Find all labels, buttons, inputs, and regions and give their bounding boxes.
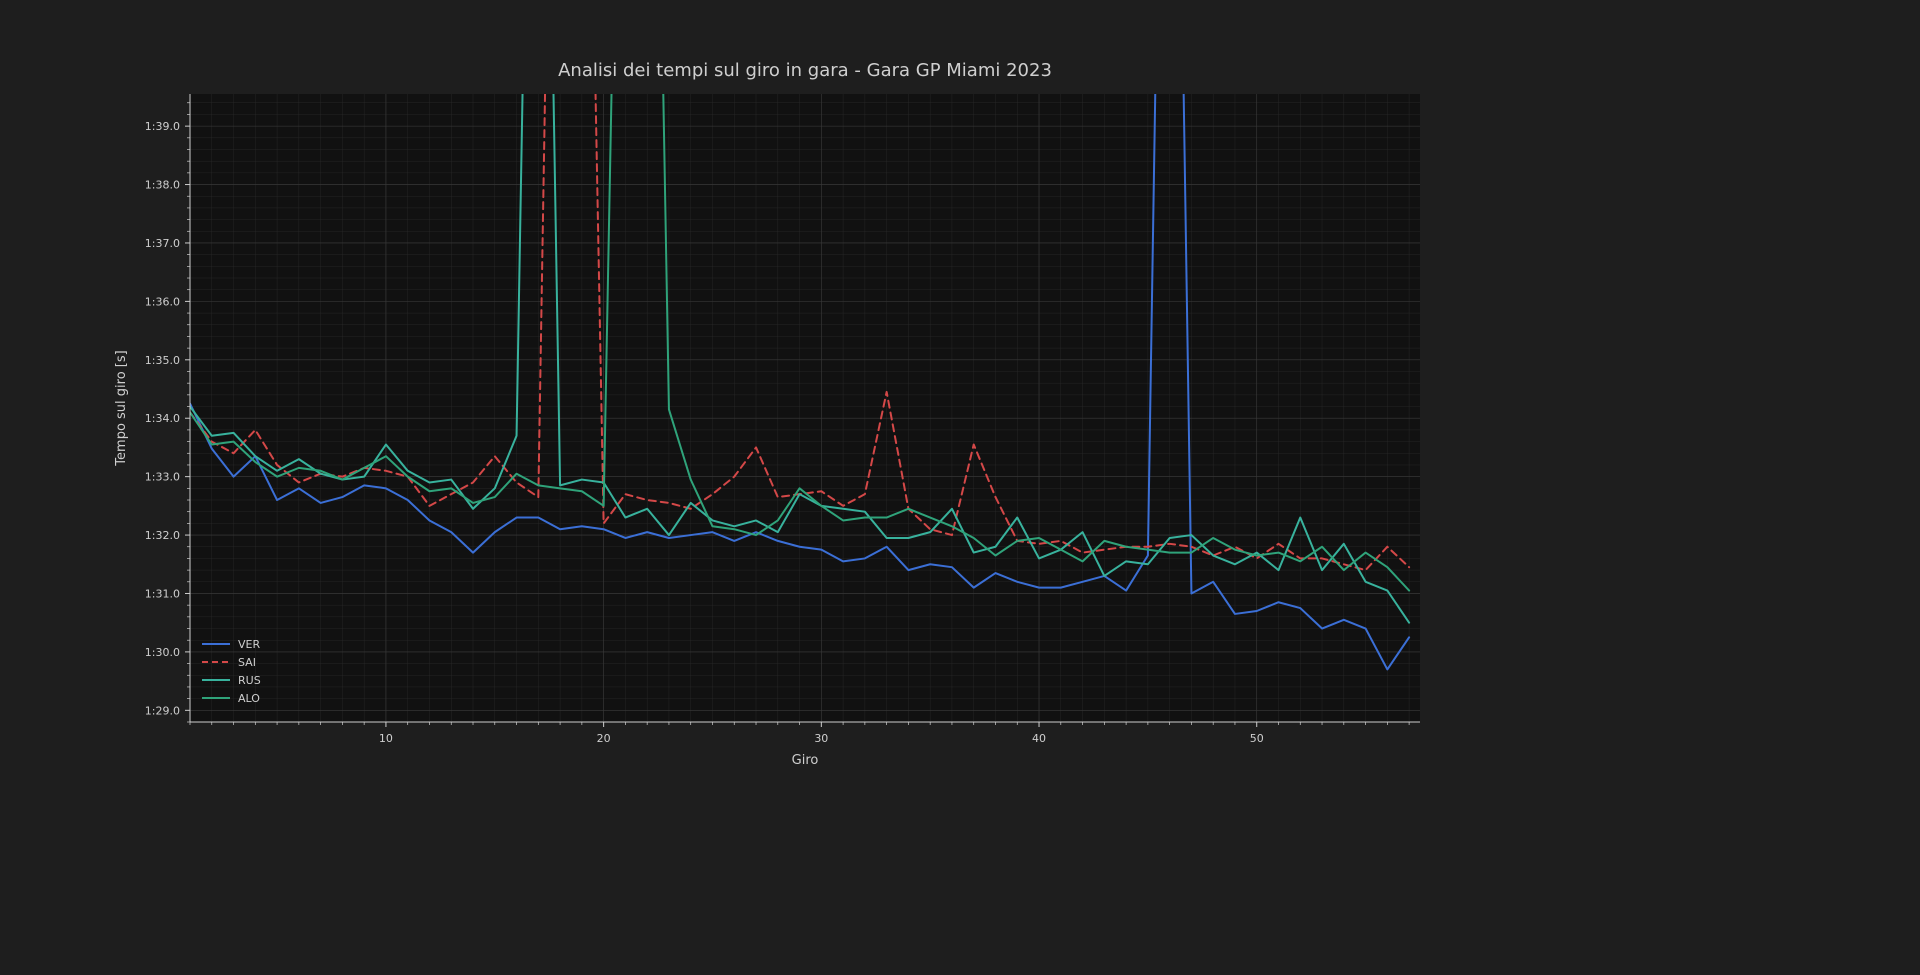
y-tick-label: 1:32.0: [145, 529, 180, 542]
x-tick-label: 50: [1250, 732, 1264, 745]
x-axis-label: Giro: [792, 753, 819, 768]
y-tick-label: 1:38.0: [145, 179, 180, 192]
legend-item-VER: VER: [238, 638, 260, 651]
y-tick-label: 1:36.0: [145, 295, 180, 308]
legend-item-ALO: ALO: [238, 692, 260, 705]
x-tick-label: 30: [814, 732, 828, 745]
legend-item-SAI: SAI: [238, 656, 256, 669]
y-tick-label: 1:37.0: [145, 237, 180, 250]
x-tick-label: 40: [1032, 732, 1046, 745]
y-tick-label: 1:29.0: [145, 704, 180, 717]
chart-title: Analisi dei tempi sul giro in gara - Gar…: [558, 60, 1052, 81]
chart-container: 10 20 30 40 50 1:29.0 1:30.0 1:31.0 1:32.0 1:33.0…: [0, 0, 1920, 975]
y-tick-label: 1:30.0: [145, 646, 180, 659]
y-tick-label: 1:31.0: [145, 587, 180, 600]
y-tick-label: 1:34.0: [145, 412, 180, 425]
y-tick-label: 1:33.0: [145, 471, 180, 484]
y-tick-label: 1:39.0: [145, 120, 180, 133]
x-tick-label: 20: [597, 732, 611, 745]
y-tick-label: 1:35.0: [145, 354, 180, 367]
y-axis-label: Tempo sul giro [s]: [114, 350, 129, 466]
legend-item-RUS: RUS: [238, 674, 261, 687]
x-tick-label: 10: [379, 732, 393, 745]
